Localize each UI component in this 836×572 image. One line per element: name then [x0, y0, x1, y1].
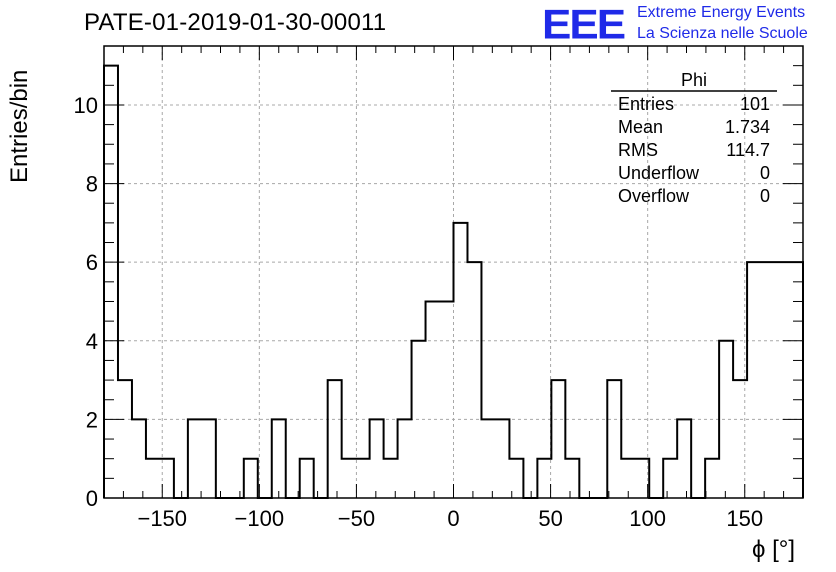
histogram-bin [272, 419, 286, 498]
stats-row-label: Mean [618, 117, 663, 137]
tick-labels: −150 −100 −50 0 50 100 150 0 2 4 6 8 10 [74, 93, 764, 531]
histogram-bin [426, 301, 440, 498]
y-tick-label: 6 [86, 250, 98, 275]
stats-box: Phi Entries 101 Mean 1.734 RMS 114.7 Underflow 0… [611, 70, 777, 206]
histogram-bin [146, 459, 160, 498]
histogram-bin [733, 380, 747, 498]
histogram-bin [328, 380, 342, 498]
stats-row-value: 101 [740, 94, 770, 114]
histogram-bin [412, 341, 426, 498]
stats-row-label: Entries [618, 94, 674, 114]
x-tick-label: −150 [137, 506, 187, 531]
stats-row-value: 1.734 [725, 117, 770, 137]
stats-row-value: 114.7 [726, 140, 770, 160]
histogram-bin [607, 380, 621, 498]
histogram-bin [244, 459, 258, 498]
x-axis-label: ϕ [°] [752, 536, 796, 563]
x-tick-label: −100 [235, 506, 285, 531]
y-tick-label: 8 [86, 172, 98, 197]
stats-row-value: 0 [760, 186, 770, 206]
x-tick-label: 150 [726, 506, 763, 531]
histogram-bin [132, 419, 146, 498]
histogram-bin [635, 459, 649, 498]
histogram-bin [719, 341, 733, 498]
y-tick-label: 10 [74, 93, 98, 118]
histogram-bin [775, 262, 789, 498]
stats-row-value: 0 [760, 163, 770, 183]
histogram-bin [467, 262, 481, 498]
histogram-bin [495, 419, 509, 498]
logo-line-2: La Scienza nelle Scuole [637, 25, 808, 42]
histogram-bin [370, 419, 384, 498]
stats-box-title: Phi [681, 70, 707, 90]
y-tick-label: 4 [86, 329, 98, 354]
histogram-bin [705, 459, 719, 498]
histogram-bin [565, 459, 579, 498]
x-tick-label: 0 [447, 506, 459, 531]
histogram-bin [188, 419, 202, 498]
histogram-bin [537, 459, 551, 498]
histogram-bin [761, 262, 775, 498]
histogram-bin [677, 419, 691, 498]
histogram-bin [118, 380, 132, 498]
histogram-bin [356, 459, 370, 498]
histogram-bin [481, 419, 495, 498]
histogram-bin [663, 459, 677, 498]
histogram-bin [342, 459, 356, 498]
x-tick-label: −50 [338, 506, 375, 531]
stats-row-label: Underflow [618, 163, 700, 183]
logo-line-1: Extreme Energy Events [637, 4, 806, 21]
histogram-bin [440, 301, 454, 498]
histogram-bin [551, 380, 565, 498]
chart-title: PATE-01-2019-01-30-00011 [84, 9, 387, 36]
y-tick-label: 0 [86, 486, 98, 511]
y-tick-label: 2 [86, 407, 98, 432]
stats-row-label: Overflow [618, 186, 690, 206]
x-tick-label: 100 [629, 506, 666, 531]
stats-row-label: RMS [618, 140, 658, 160]
eee-logo-mark: EEE [542, 1, 626, 48]
histogram-bin [747, 262, 761, 498]
histogram-bin [202, 419, 216, 498]
histogram-bin [300, 459, 314, 498]
histogram-bin [398, 419, 412, 498]
x-tick-label: 50 [538, 506, 562, 531]
histogram-bin [454, 223, 468, 498]
axes-frame [103, 45, 804, 499]
